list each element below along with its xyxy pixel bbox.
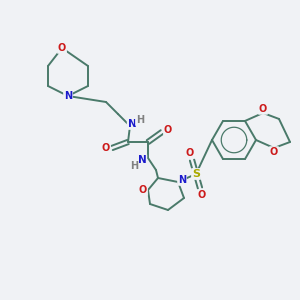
Text: H: H	[136, 115, 144, 125]
Text: O: O	[259, 104, 267, 114]
Text: O: O	[270, 147, 278, 157]
Text: N: N	[138, 155, 146, 165]
Text: N: N	[128, 119, 136, 129]
Text: S: S	[192, 169, 200, 179]
Text: O: O	[102, 143, 110, 153]
Text: N: N	[178, 175, 186, 185]
Text: O: O	[164, 125, 172, 135]
Text: O: O	[139, 185, 147, 195]
Text: N: N	[64, 91, 72, 101]
Text: H: H	[130, 161, 138, 171]
Text: O: O	[198, 190, 206, 200]
Text: O: O	[186, 148, 194, 158]
Text: O: O	[58, 43, 66, 53]
